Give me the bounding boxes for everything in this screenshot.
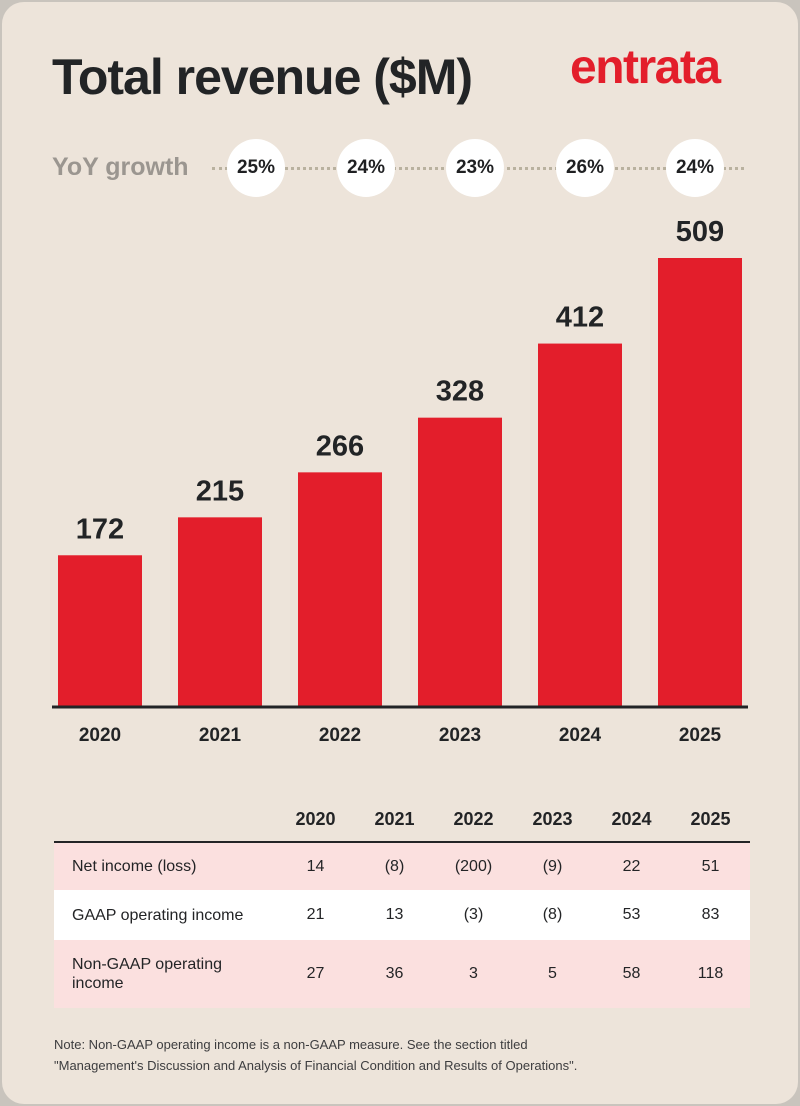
table-cell: (3)	[434, 890, 513, 940]
x-tick-label-2024: 2024	[559, 725, 602, 746]
table-cell: (8)	[513, 890, 592, 940]
yoy-bubble-2022: 24%	[337, 139, 395, 197]
bar-2024	[538, 343, 622, 707]
table-cell: 5	[513, 940, 592, 1008]
table-row-gaap-operating-income: GAAP operating income 21 13 (3) (8) 53 8…	[54, 890, 750, 940]
footnote: Note: Non-GAAP operating income is a non…	[54, 1034, 754, 1076]
brand-logo: entrata	[570, 41, 721, 94]
table-header-blank	[54, 798, 276, 843]
data-label-2025: 509	[676, 216, 724, 248]
data-label-2020: 172	[76, 513, 124, 545]
table-header-year: 2025	[671, 798, 750, 843]
table-cell: 118	[671, 940, 750, 1008]
data-label-2024: 412	[556, 302, 604, 334]
table-cell: (8)	[355, 842, 434, 890]
x-tick-label-2022: 2022	[319, 725, 361, 746]
table-header-year: 2024	[592, 798, 671, 843]
table-cell: 51	[671, 842, 750, 890]
footnote-line-2: "Management's Discussion and Analysis of…	[54, 1058, 578, 1073]
yoy-growth-label: YoY growth	[52, 153, 189, 181]
table-cell: 13	[355, 890, 434, 940]
table-cell: 53	[592, 890, 671, 940]
row-label: Non-GAAP operating income	[54, 940, 276, 1008]
yoy-bubble-2025: 24%	[666, 139, 724, 197]
table-cell: 83	[671, 890, 750, 940]
footnote-line-1: Note: Non-GAAP operating income is a non…	[54, 1037, 528, 1052]
table-cell: 22	[592, 842, 671, 890]
yoy-bubble-2023: 23%	[446, 139, 504, 197]
table-header-year: 2022	[434, 798, 513, 843]
table-cell: 14	[276, 842, 355, 890]
bar-2021	[178, 517, 262, 707]
data-label-2023: 328	[436, 376, 484, 408]
table-row-net-income: Net income (loss) 14 (8) (200) (9) 22 51	[54, 842, 750, 890]
table-cell: 3	[434, 940, 513, 1008]
row-label: Net income (loss)	[54, 842, 276, 890]
table-cell: 27	[276, 940, 355, 1008]
bar-2025	[658, 258, 742, 707]
yoy-bubble-2024: 26%	[556, 139, 614, 197]
bar-2022	[298, 472, 382, 707]
table-cell: 21	[276, 890, 355, 940]
data-label-2022: 266	[316, 430, 364, 462]
table-header-year: 2020	[276, 798, 355, 843]
table-cell: (200)	[434, 842, 513, 890]
revenue-bar-chart: 172 2020 215 2021 266 2022 328 2023 412 2024 509 20…	[52, 216, 748, 746]
table-cell: (9)	[513, 842, 592, 890]
data-label-2021: 215	[196, 475, 244, 507]
table-header-year: 2021	[355, 798, 434, 843]
x-tick-label-2020: 2020	[79, 725, 121, 746]
x-tick-label-2021: 2021	[199, 725, 242, 746]
x-tick-label-2025: 2025	[679, 725, 722, 746]
yoy-bubble-2021: 25%	[227, 139, 285, 197]
table-row-non-gaap-operating-income: Non-GAAP operating income 27 36 3 5 58 1…	[54, 940, 750, 1008]
bar-2023	[418, 417, 502, 707]
table-header-row: 2020 2021 2022 2023 2024 2025	[54, 798, 750, 843]
row-label: GAAP operating income	[54, 890, 276, 940]
table-header-year: 2023	[513, 798, 592, 843]
x-tick-label-2023: 2023	[439, 725, 481, 746]
bar-2020	[58, 555, 142, 707]
page-title: Total revenue ($M)	[52, 49, 473, 105]
financials-table: 2020 2021 2022 2023 2024 2025 Net income…	[54, 798, 750, 1008]
table-cell: 36	[355, 940, 434, 1008]
table-cell: 58	[592, 940, 671, 1008]
